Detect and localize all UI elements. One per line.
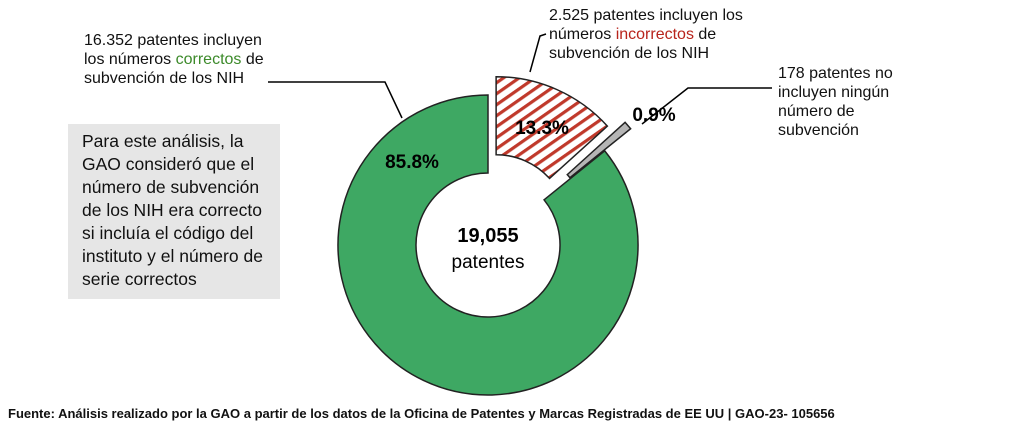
- annotation-text: de subvención de los NIH: [84, 51, 264, 87]
- annotation-text: 16.352 patentes incluyen los números: [84, 32, 262, 68]
- annotation-highlight: correctos: [175, 51, 242, 68]
- center-total: 19,055: [457, 225, 518, 247]
- leader-line: [529, 33, 547, 73]
- annotation-text: de subvención de los NIH: [549, 26, 717, 62]
- note-box: Para este análisis, la GAO consideró que…: [68, 124, 280, 299]
- donut-slice: [495, 75, 609, 180]
- annotation: 16.352 patentes incluyen los números cor…: [84, 31, 269, 88]
- annotation: 2.525 patentes incluyen los números inco…: [549, 6, 774, 63]
- value-label: 13.3%: [515, 118, 569, 139]
- annotation-highlight: incorrectos: [615, 26, 694, 43]
- leader-line: [641, 87, 772, 125]
- value-label: 0.9%: [632, 105, 675, 126]
- source: Fuente: Análisis realizado por la GAO a …: [8, 406, 835, 421]
- annotation-text: 178 patentes no incluyen ningún número d…: [778, 65, 893, 139]
- donut-slice: [566, 121, 632, 179]
- annotation: 178 patentes no incluyen ningún número d…: [778, 64, 928, 140]
- center-unit: patentes: [452, 252, 525, 273]
- donut-slice: [337, 94, 639, 396]
- leader-line: [268, 81, 403, 119]
- annotation-text: 2.525 patentes incluyen los números: [549, 7, 743, 43]
- value-label: 85.8%: [385, 152, 439, 173]
